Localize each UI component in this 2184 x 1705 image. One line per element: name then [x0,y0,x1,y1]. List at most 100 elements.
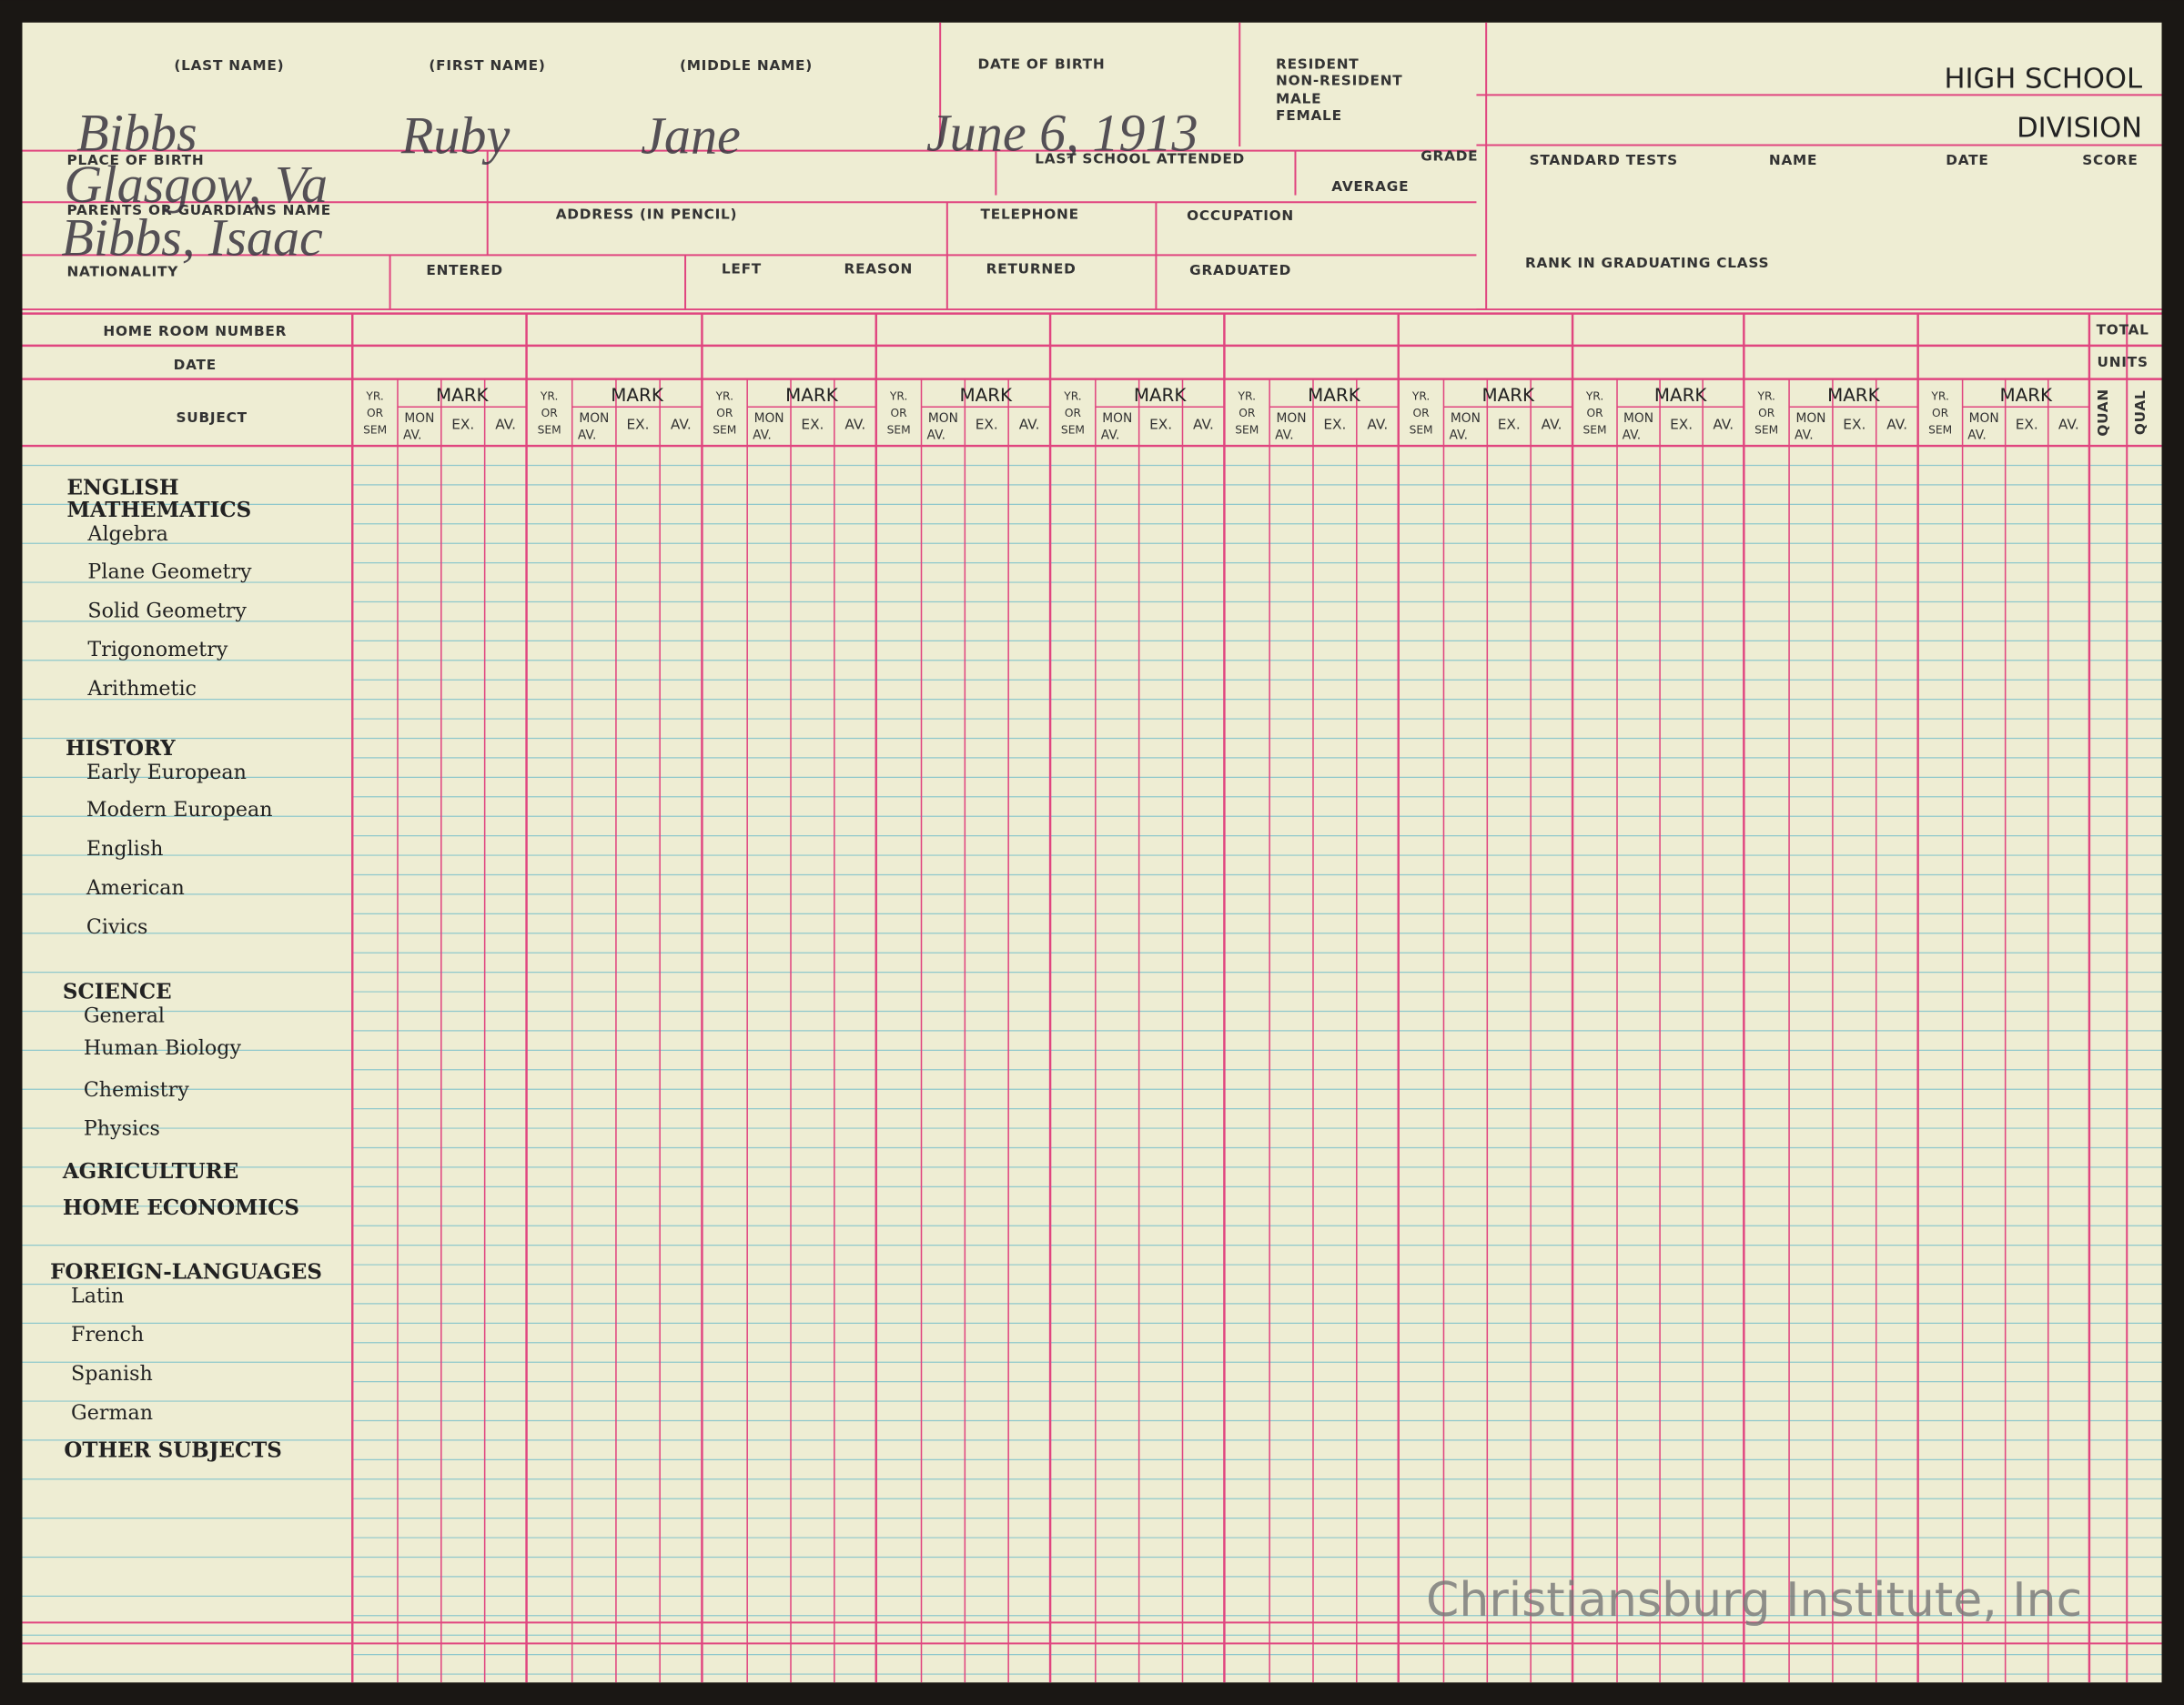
column-label: YR. [540,390,558,403]
column-label: OR [1239,407,1256,419]
column-label: EX. [1323,417,1346,433]
subject-item: Trigonometry [87,638,228,661]
field-label: PLACE OF BIRTH [66,152,204,168]
subject-heading: FOREIGN-LANGUAGES [50,1259,322,1284]
subject-item: English [86,837,164,861]
field-label: RESIDENT [1276,55,1359,72]
subject-heading: ENGLISH [66,476,178,500]
column-label: MON [1795,411,1825,426]
column-label: SEM [1754,423,1778,436]
subject-item: Spanish [71,1362,153,1386]
column-label: MARK [436,385,490,406]
column-label: OR [1932,407,1949,419]
column-label: OR [367,407,384,419]
field-label: ENTERED [426,262,502,278]
column-label: QUAL [2132,390,2149,436]
column-label: TOTAL [2097,322,2149,338]
subject-item: Chemistry [84,1078,189,1102]
column-label: OR [1586,407,1603,419]
paper [22,22,2162,1683]
field-label: ADDRESS (IN PENCIL) [556,207,738,223]
subject-item: Early European [86,761,247,784]
column-label: EX. [1670,417,1693,433]
field-label: LAST SCHOOL ATTENDED [1035,150,1245,166]
column-label: MARK [1999,385,2053,406]
column-label: OR [891,407,908,419]
column-label: SEM [713,423,736,436]
field-label: GRADUATED [1189,262,1291,278]
column-label: OR [1065,407,1082,419]
column-label: EX. [2016,417,2038,433]
column-label: YR. [1930,390,1948,403]
watermark: Christiansburg Institute, Inc [1426,1573,2082,1628]
column-label: AV. [1449,428,1468,442]
column-label: MARK [1308,385,1361,406]
column-label: SEM [363,423,387,436]
column-label: AV. [1713,417,1734,433]
column-label: EX. [451,417,474,433]
subject-item: Civics [86,915,148,939]
column-label: EX. [1149,417,1172,433]
subject-item: French [71,1323,144,1347]
field-label: (MIDDLE NAME) [680,57,813,74]
column-label: MON [1277,411,1307,426]
field-label: LEFT [722,260,762,277]
column-label: SEM [1061,423,1085,436]
column-label: AV. [495,417,516,433]
column-label: YR. [1063,390,1081,403]
column-label: OR [716,407,733,419]
column-label: SEM [1235,423,1259,436]
column-label: MON [1451,411,1481,426]
column-label: MON [1969,411,1999,426]
column-label: SEM [1583,423,1607,436]
subject-item: Solid Geometry [87,599,247,622]
column-label: AV. [1101,428,1120,442]
subject-item: Algebra [86,522,168,546]
field-label: REASON [844,260,913,277]
field-label: TELEPHONE [981,207,1079,223]
column-label: MON [754,411,784,426]
column-label: AV. [1275,428,1294,442]
column-label: AV. [1542,417,1562,433]
field-label: (LAST NAME) [174,57,284,74]
column-label: EX. [976,417,998,433]
column-label: AV. [753,428,772,442]
column-label: YR. [715,390,733,403]
subject-heading: SCIENCE [63,980,172,1004]
handwriting: June 6, 1913 [926,104,1198,163]
column-label: YR. [365,390,383,403]
field-label: OCCUPATION [1187,207,1294,224]
column-label: MARK [1827,385,1881,406]
column-label: MON [404,411,434,426]
column-label: AV. [1367,417,1388,433]
column-label: SEM [887,423,911,436]
column-label: MON [928,411,958,426]
field-label: AVERAGE [1331,178,1409,195]
subject-item: Physics [84,1117,160,1141]
subject-item: German [71,1401,153,1425]
column-label: EX. [627,417,650,433]
column-label: MARK [785,385,839,406]
subject-item: Plane Geometry [87,560,252,583]
subject-heading: OTHER SUBJECTS [64,1438,281,1462]
field-label: DATE [1946,152,1988,168]
handwriting: Glasgow, Va [64,155,328,214]
column-label: YR. [1411,390,1430,403]
column-label: AV. [844,417,865,433]
column-label: MARK [959,385,1013,406]
column-label: UNITS [2098,354,2149,370]
handwriting: Bibbs [76,104,197,163]
field-label: DATE OF BIRTH [977,55,1105,72]
column-label: AV. [1967,428,1987,442]
subject-item: Latin [71,1284,124,1307]
field-label: GRADE [1421,147,1478,164]
column-label: OR [1758,407,1775,419]
field-label: (FIRST NAME) [429,57,545,74]
column-label: YR. [1238,390,1256,403]
column-label: QUAN [2095,388,2111,437]
column-label: AV. [578,428,597,442]
column-label: MARK [1481,385,1535,406]
column-label: MON [1102,411,1132,426]
column-label: YR. [1756,390,1774,403]
